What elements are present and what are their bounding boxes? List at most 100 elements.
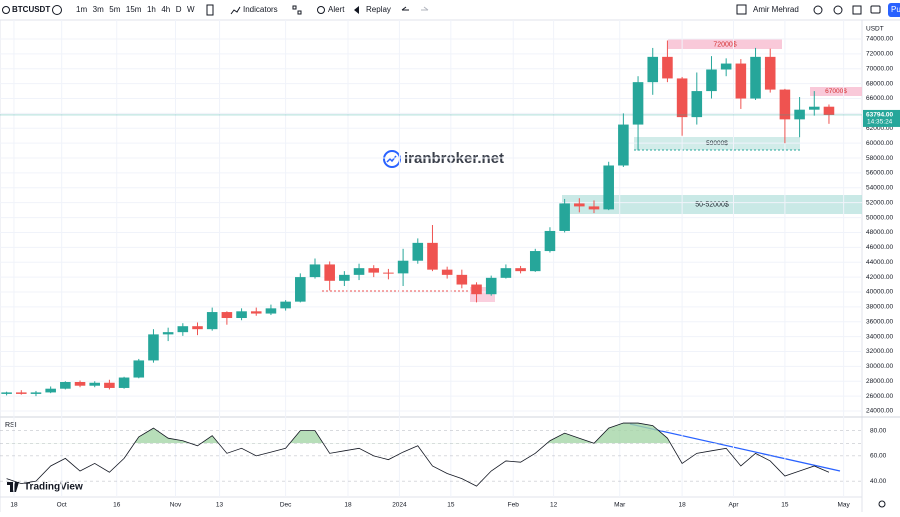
y-tick-label: 38000.00	[866, 304, 893, 311]
replay-button[interactable]: Replay	[366, 5, 391, 14]
candle-body	[647, 56, 659, 83]
candle-body	[397, 260, 409, 274]
candle-body	[779, 89, 791, 120]
candle-body	[794, 109, 805, 120]
indicators-icon[interactable]	[230, 6, 241, 15]
x-tick-label: 18	[10, 502, 18, 509]
compare-button[interactable]	[52, 5, 62, 15]
layouts-button[interactable]	[292, 5, 297, 10]
candle-body	[544, 230, 556, 252]
candle-body	[60, 381, 71, 389]
candle-body	[280, 301, 291, 309]
candle-body	[662, 56, 673, 79]
snapshot-button[interactable]	[870, 5, 881, 14]
candle-body	[162, 332, 174, 335]
y-tick-label: 36000.00	[866, 318, 893, 325]
interval-button[interactable]: 1h	[147, 5, 156, 14]
countdown: 14:35:24	[867, 119, 893, 126]
chart-type-button[interactable]	[206, 4, 214, 16]
candle-body	[603, 165, 614, 210]
candle-body	[45, 388, 56, 393]
redo-button[interactable]	[421, 6, 429, 11]
resistance-zone	[810, 87, 862, 96]
interval-button[interactable]: 4h	[161, 5, 170, 14]
fullscreen-button[interactable]	[852, 5, 862, 15]
x-tick-label: May	[838, 502, 851, 509]
rsi-title: RSI	[5, 422, 17, 429]
y-tick-label: 24000.00	[866, 408, 893, 415]
x-tick-label: Feb	[508, 502, 520, 509]
y-tick-label: 46000.00	[866, 244, 893, 251]
y-tick-label: 44000.00	[866, 259, 893, 266]
x-tick-label: Apr	[728, 502, 739, 509]
zone-label: 67000$	[825, 88, 847, 95]
x-tick-label: 12	[550, 502, 558, 509]
candle-body	[104, 382, 115, 388]
y-tick-label: 60.00	[870, 453, 887, 460]
settings-button[interactable]	[833, 5, 843, 15]
y-tick-label: 40.00	[870, 478, 887, 485]
layouts-button-part	[297, 10, 302, 15]
candle-body	[441, 269, 453, 275]
x-tick-label: 13	[216, 502, 224, 509]
candle-body	[691, 91, 703, 118]
interval-button[interactable]: W	[187, 5, 195, 14]
user-name[interactable]: Amir Mehrad	[753, 5, 799, 14]
support-zone	[562, 195, 862, 214]
x-tick-label: Oct	[57, 502, 67, 509]
rsi-line	[6, 422, 830, 487]
candle-body	[632, 82, 644, 125]
rsi-trendline	[629, 423, 841, 472]
candle-body	[295, 277, 306, 302]
y-tick-label: 42000.00	[866, 274, 893, 281]
x-tick-label: 16	[113, 502, 121, 509]
indicators-button[interactable]: Indicators	[243, 5, 278, 14]
y-tick-label: 62000.00	[866, 125, 893, 132]
layout-checkbox[interactable]	[736, 4, 747, 15]
x-tick-label: Mar	[614, 502, 626, 509]
candle-body	[574, 203, 585, 207]
candle-body	[192, 326, 203, 330]
interval-button[interactable]: D	[176, 5, 182, 14]
candle-body	[427, 242, 438, 270]
candle-body	[764, 56, 776, 90]
candle-body	[456, 274, 468, 285]
alert-button[interactable]: Alert	[328, 5, 345, 14]
x-tick-label: 15	[447, 502, 455, 509]
interval-button[interactable]: 3m	[93, 5, 104, 14]
y-tick-label: 34000.00	[866, 333, 893, 340]
symbol[interactable]: BTCUSDT	[12, 5, 50, 14]
alert-icon[interactable]	[317, 6, 325, 14]
x-tick-label: Nov	[170, 502, 182, 509]
replay-icon[interactable]	[354, 6, 359, 14]
interval-button[interactable]: 5m	[109, 5, 120, 14]
y-tick-label: 50000.00	[866, 214, 893, 221]
axis-settings[interactable]	[878, 500, 886, 508]
quick-search[interactable]	[813, 5, 823, 15]
candle-body	[250, 311, 262, 314]
y-tick-label: 26000.00	[866, 393, 893, 400]
y-tick-label: 32000.00	[866, 348, 893, 355]
candle-body	[74, 381, 86, 386]
y-tick-label: 54000.00	[866, 185, 893, 192]
interval-button[interactable]: 15m	[126, 5, 142, 14]
candle-body	[823, 106, 835, 115]
candle-body	[221, 312, 233, 319]
publish-button[interactable]	[888, 3, 900, 17]
y-tick-label: 56000.00	[866, 170, 893, 177]
candle-body	[265, 308, 277, 314]
y-tick-label: 70000.00	[866, 65, 893, 72]
watermark-logo-arrow	[386, 155, 397, 163]
candle-body	[1, 392, 12, 394]
candle-body	[750, 56, 761, 99]
publish-label[interactable]: Pu	[891, 5, 900, 14]
search-icon[interactable]	[2, 6, 10, 14]
x-tick-label: 18	[678, 502, 686, 509]
currency: USDT	[866, 26, 884, 33]
undo-button[interactable]	[401, 6, 409, 11]
zone-label: 59000$	[706, 140, 728, 147]
candle-body	[515, 268, 526, 272]
interval-button[interactable]: 1m	[76, 5, 87, 14]
y-tick-label: 60000.00	[866, 140, 893, 147]
x-tick-label: 15	[781, 502, 789, 509]
